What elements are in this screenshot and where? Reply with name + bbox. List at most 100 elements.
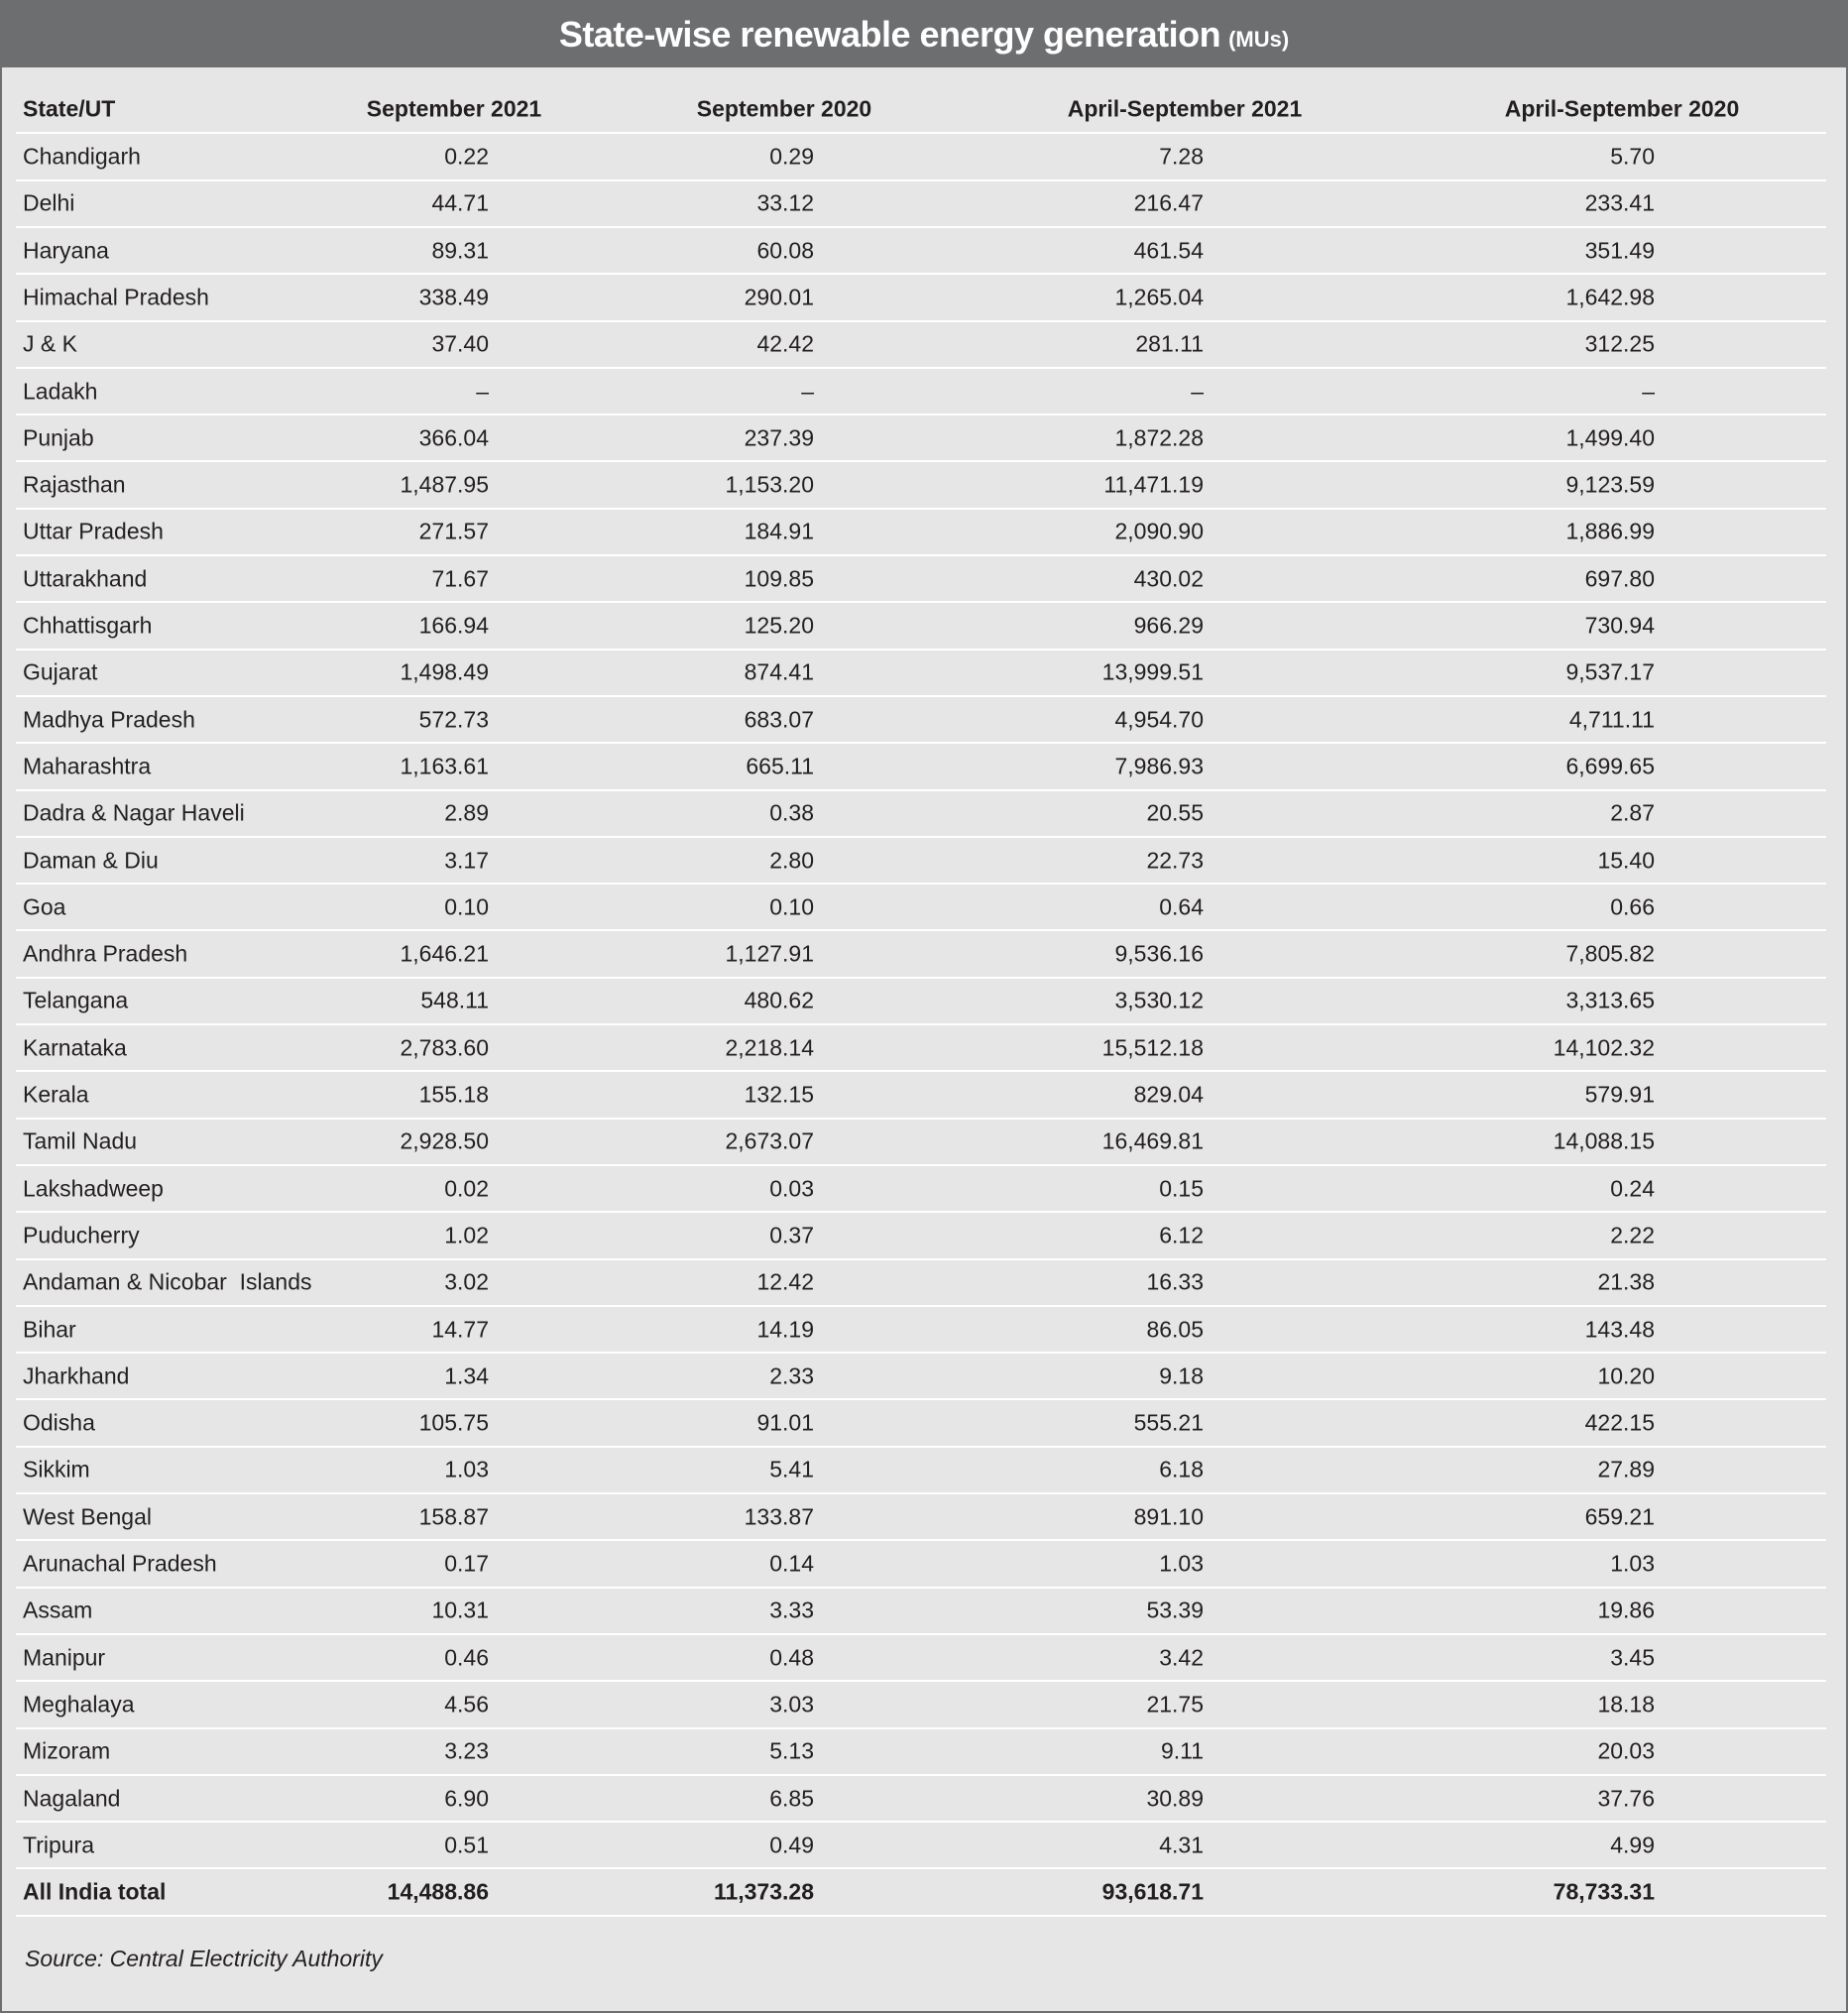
row-label: Telangana <box>23 987 129 1013</box>
cell-value: 0.37 <box>769 1222 814 1248</box>
row-label: Dadra & Nagar Haveli <box>23 799 245 826</box>
cell-value: 1.34 <box>444 1362 489 1389</box>
cell-value: 19.86 <box>1597 1597 1655 1623</box>
cell-value: 18.18 <box>1597 1691 1655 1717</box>
cell-value: 125.20 <box>744 612 814 639</box>
cell-value: 281.11 <box>1135 330 1204 357</box>
row-label: Manipur <box>23 1644 106 1671</box>
cell-value: 0.10 <box>769 893 814 920</box>
cell-value: 93,618.71 <box>1101 1878 1204 1905</box>
cell-value: 4,711.11 <box>1568 706 1655 733</box>
row-label: Puducherry <box>23 1222 140 1248</box>
cell-value: 6.12 <box>1159 1222 1204 1248</box>
cell-value: 548.11 <box>420 987 489 1013</box>
cell-value: 3.23 <box>444 1737 489 1764</box>
row-divider <box>16 742 1826 745</box>
cell-value: 91.01 <box>756 1409 814 1436</box>
cell-value: 461.54 <box>1133 237 1204 264</box>
cell-value: 2,218.14 <box>725 1034 814 1061</box>
row-divider <box>16 178 1826 181</box>
row-divider <box>16 554 1826 557</box>
cell-value: 572.73 <box>418 706 489 733</box>
cell-value: 6.85 <box>769 1785 814 1811</box>
cell-value: 237.39 <box>744 424 814 451</box>
row-label: Sikkim <box>23 1456 90 1482</box>
row-label: Delhi <box>23 189 75 216</box>
cell-value: 0.24 <box>1610 1175 1655 1202</box>
row-label: Assam <box>23 1597 93 1623</box>
cell-value: 5.70 <box>1610 143 1655 170</box>
cell-value: 11,471.19 <box>1103 471 1204 498</box>
cell-value: 1.02 <box>444 1222 489 1248</box>
row-divider <box>16 835 1826 838</box>
cell-value: 2.33 <box>769 1362 814 1389</box>
cell-value: 2,928.50 <box>400 1127 489 1154</box>
row-divider <box>16 1163 1826 1166</box>
cell-value: 430.02 <box>1133 565 1204 592</box>
cell-value: 1,487.95 <box>400 471 489 498</box>
cell-value: 78,733.31 <box>1553 1878 1655 1905</box>
row-divider <box>16 694 1826 697</box>
cell-value: 86.05 <box>1146 1316 1204 1342</box>
row-divider <box>16 1492 1826 1495</box>
row-label: Lakshadweep <box>23 1175 164 1202</box>
cell-value: 216.47 <box>1133 189 1204 216</box>
row-divider <box>16 1914 1826 1917</box>
source-note: Source: Central Electricity Authority <box>25 1946 383 1971</box>
cell-value: 10.20 <box>1597 1362 1655 1389</box>
row-divider <box>16 460 1826 463</box>
cell-value: 0.03 <box>769 1175 814 1202</box>
cell-value: 33.12 <box>756 189 814 216</box>
row-label: Uttarakhand <box>23 565 148 592</box>
cell-value: 53.39 <box>1146 1597 1204 1623</box>
row-label: Chandigarh <box>23 143 141 170</box>
row-label: Goa <box>23 893 66 920</box>
cell-value: 2.89 <box>444 799 489 826</box>
cell-value: 15,512.18 <box>1101 1034 1204 1061</box>
cell-value: 3,530.12 <box>1114 987 1204 1013</box>
cell-value: 6.90 <box>444 1785 489 1811</box>
cell-value: 1,886.99 <box>1565 518 1655 544</box>
cell-value: 422.15 <box>1584 1409 1655 1436</box>
cell-value: 0.46 <box>444 1644 489 1671</box>
cell-value: 0.22 <box>444 143 489 170</box>
cell-value: 1,127.91 <box>725 940 814 967</box>
cell-value: 2.80 <box>769 847 814 873</box>
cell-value: 44.71 <box>431 189 489 216</box>
cell-value: 312.25 <box>1584 330 1655 357</box>
row-label: J & K <box>23 330 77 357</box>
row-label: Tripura <box>23 1832 94 1858</box>
cell-value: 30.89 <box>1146 1785 1204 1811</box>
cell-value: 2.22 <box>1610 1222 1655 1248</box>
cell-value: 4.56 <box>444 1691 489 1717</box>
row-divider <box>16 1398 1826 1401</box>
row-divider <box>16 1821 1826 1824</box>
cell-value: 13,999.51 <box>1101 658 1204 685</box>
cell-value: 109.85 <box>744 565 814 592</box>
cell-value: 21.75 <box>1146 1691 1204 1717</box>
row-label: Jharkhand <box>23 1362 130 1389</box>
row-label: Maharashtra <box>23 753 152 779</box>
cell-value: 1,642.98 <box>1565 284 1655 310</box>
row-divider <box>16 601 1826 604</box>
cell-value: 14.77 <box>431 1316 489 1342</box>
row-label: Uttar Pradesh <box>23 518 164 544</box>
cell-value: 697.80 <box>1584 565 1655 592</box>
cell-value: 4.31 <box>1159 1832 1204 1858</box>
cell-value: – <box>1642 378 1655 404</box>
cell-value: 3.03 <box>769 1691 814 1717</box>
cell-value: 3.33 <box>769 1597 814 1623</box>
cell-value: 1,872.28 <box>1114 424 1204 451</box>
cell-value: 891.10 <box>1133 1503 1204 1530</box>
cell-value: 155.18 <box>418 1081 489 1108</box>
cell-value: 11,373.28 <box>713 1878 814 1905</box>
cell-value: 966.29 <box>1133 612 1204 639</box>
row-divider <box>16 414 1826 416</box>
row-label: Tamil Nadu <box>23 1127 138 1154</box>
row-divider <box>16 1773 1826 1776</box>
cell-value: 0.38 <box>769 799 814 826</box>
row-label: Ladakh <box>23 378 98 404</box>
cell-value: 5.13 <box>769 1737 814 1764</box>
row-divider <box>16 1257 1826 1260</box>
